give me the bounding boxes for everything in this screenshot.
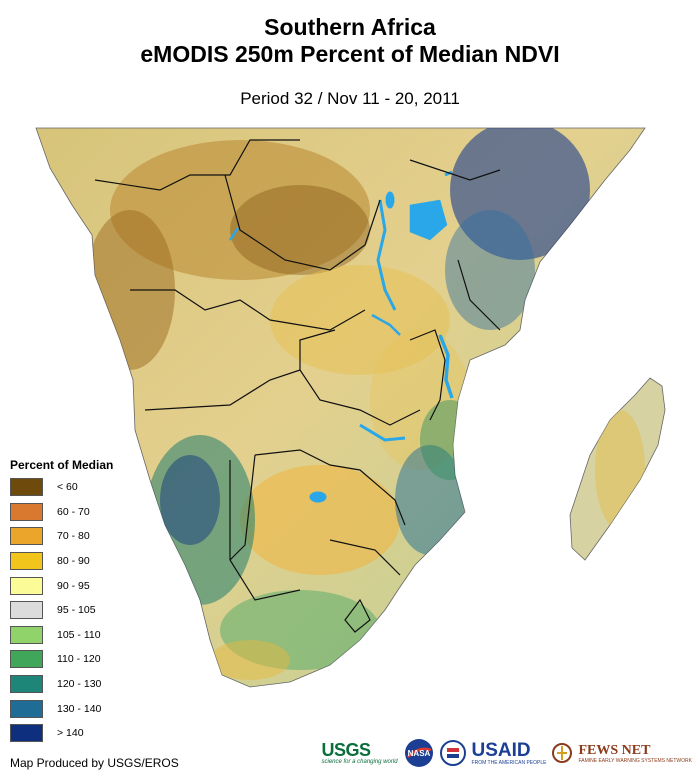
legend-row: 95 - 105 xyxy=(10,598,113,623)
legend-swatch xyxy=(10,625,43,644)
map-title-line2: eMODIS 250m Percent of Median NDVI xyxy=(140,41,560,67)
usaid-tagline: FROM THE AMERICAN PEOPLE xyxy=(471,759,547,766)
legend-swatch xyxy=(10,699,43,718)
usgs-wordmark: USGS xyxy=(321,740,371,760)
legend-label: 70 - 80 xyxy=(57,530,90,543)
fews-net-wordmark: FEWS NET xyxy=(578,742,651,758)
legend-swatch xyxy=(10,650,43,669)
legend-swatch xyxy=(10,675,43,694)
legend-row: 80 - 90 xyxy=(10,549,113,574)
legend-row: < 60 xyxy=(10,475,113,500)
agency-logos: USGS science for a changing world NASA U… xyxy=(321,738,692,768)
legend-row: 70 - 80 xyxy=(10,524,113,549)
legend-label: 60 - 70 xyxy=(57,505,90,518)
country-borders xyxy=(94,139,501,633)
usaid-logo: USAID FROM THE AMERICAN PEOPLE xyxy=(472,741,547,766)
legend-swatch xyxy=(10,576,43,595)
legend-swatch xyxy=(10,527,43,546)
legend-label: 105 - 110 xyxy=(57,628,101,641)
water-bodies xyxy=(228,170,454,503)
legend-label: > 140 xyxy=(57,727,84,740)
legend-swatch xyxy=(10,724,43,743)
legend-row: 130 - 140 xyxy=(10,696,113,721)
usaid-seal-icon xyxy=(439,740,466,766)
legend-label: 120 - 130 xyxy=(57,678,102,691)
fews-emblem-icon xyxy=(552,743,573,763)
fews-net-tagline: FAMINE EARLY WARNING SYSTEMS NETWORK xyxy=(578,757,692,764)
legend-swatch xyxy=(10,552,43,571)
legend-row: 90 - 95 xyxy=(10,573,113,598)
legend: Percent of Median < 60 60 - 70 70 - 80 8… xyxy=(10,458,113,746)
legend-swatch xyxy=(10,601,43,620)
legend-label: 90 - 95 xyxy=(57,579,90,592)
map-credit: Map Produced by USGS/EROS xyxy=(10,756,179,770)
ndvi-anomaly-patches xyxy=(85,128,645,680)
nasa-logo: NASA xyxy=(404,739,433,767)
legend-title: Percent of Median xyxy=(10,458,114,472)
legend-row: > 140 xyxy=(10,721,113,746)
legend-label: 80 - 90 xyxy=(57,555,90,568)
legend-row: 60 - 70 xyxy=(10,500,113,525)
legend-label: 110 - 120 xyxy=(57,653,101,666)
legend-swatch xyxy=(10,478,43,497)
usgs-tagline: science for a changing world xyxy=(321,759,398,765)
legend-label: 130 - 140 xyxy=(57,702,102,715)
map-title-line1: Southern Africa xyxy=(264,14,436,40)
legend-row: 110 - 120 xyxy=(10,647,113,672)
usgs-logo: USGS science for a changing world xyxy=(321,741,397,765)
legend-label: 95 - 105 xyxy=(57,604,96,617)
fews-net-logo: FEWS NET FAMINE EARLY WARNING SYSTEMS NE… xyxy=(578,743,692,764)
map-period: Period 32 / Nov 11 - 20, 2011 xyxy=(240,89,460,108)
legend-row: 105 - 110 xyxy=(10,623,113,648)
legend-swatch xyxy=(10,502,43,521)
legend-label: < 60 xyxy=(57,481,78,494)
nasa-wordmark: NASA xyxy=(407,749,430,758)
usaid-wordmark: USAID xyxy=(471,739,531,761)
legend-row: 120 - 130 xyxy=(10,672,113,697)
